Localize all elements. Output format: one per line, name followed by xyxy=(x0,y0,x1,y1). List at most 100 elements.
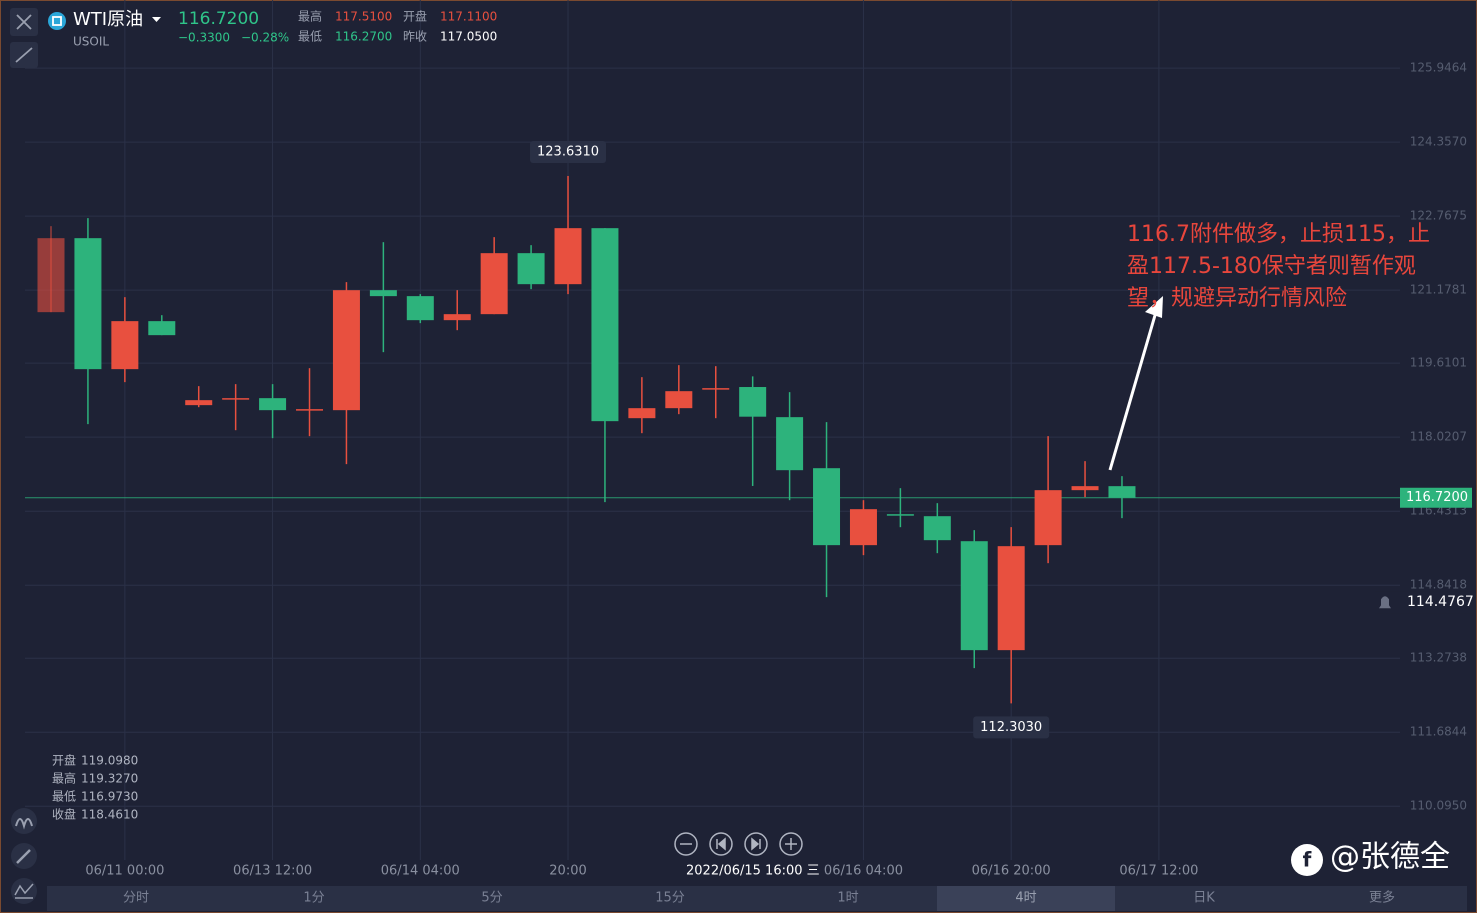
candle-body xyxy=(591,228,619,422)
candle-body xyxy=(997,546,1025,651)
readout-label: 开盘 xyxy=(52,753,76,768)
y-tick-label: 125.9464 xyxy=(1410,61,1467,75)
candle-body xyxy=(1108,486,1136,498)
candle-body xyxy=(259,398,287,411)
jump-start[interactable] xyxy=(709,832,733,856)
low-callout-box xyxy=(973,716,1050,739)
candle-body xyxy=(702,388,730,390)
crosshair-label: 2022/06/15 16:00 三 xyxy=(686,864,820,879)
watermark-logo xyxy=(1291,844,1323,876)
watermark-logo-text: f xyxy=(1303,848,1312,872)
candle-body xyxy=(332,290,360,411)
candle-body xyxy=(960,541,988,651)
y-tick-label: 121.1781 xyxy=(1410,283,1467,297)
readout-label: 最高 xyxy=(52,771,76,786)
tab[interactable]: 更多 xyxy=(1369,890,1395,906)
x-tick-label: 06/11 00:00 xyxy=(85,864,164,879)
jump-end-icon xyxy=(751,837,761,851)
tab-active-bg xyxy=(937,886,1115,911)
candle-body xyxy=(480,253,508,315)
alert-tag xyxy=(1375,591,1473,614)
stat-label: 开盘 xyxy=(403,9,427,24)
symbol-icon xyxy=(48,12,66,30)
x-tick-label: 06/17 12:00 xyxy=(1119,864,1198,879)
indicator-icon xyxy=(14,883,34,899)
annotation: 望，规避异动行情风险 xyxy=(1127,286,1347,311)
candle-body xyxy=(1071,486,1099,491)
y-tick-label: 111.6844 xyxy=(1410,725,1467,739)
candle-body xyxy=(443,314,471,321)
y-tick-label: 110.0950 xyxy=(1410,799,1467,813)
candle-body xyxy=(1034,490,1062,546)
candle-body xyxy=(849,509,877,546)
zoom-in[interactable] xyxy=(779,832,803,856)
candle-body xyxy=(74,238,102,370)
stat-label: 最高 xyxy=(298,9,322,24)
overlay: WTI原油 USOIL 116.7200 −0.3300 −0.28% 最高 11… xyxy=(10,8,1474,911)
shrink-icon xyxy=(15,47,33,63)
tab-bar xyxy=(47,886,1467,911)
watermark: @张德全 xyxy=(1330,840,1450,875)
marks xyxy=(25,175,1400,704)
readout-value: 119.3270 xyxy=(81,772,138,786)
x-tick-label: 06/13 12:00 xyxy=(233,864,312,879)
candle-body xyxy=(406,296,434,321)
tab[interactable]: 1分 xyxy=(303,891,324,906)
candle-body xyxy=(517,253,545,285)
y-tick-label: 124.3570 xyxy=(1410,135,1467,149)
tab[interactable]: 5分 xyxy=(481,891,502,906)
dropdown-arrow[interactable] xyxy=(152,17,161,22)
candle-body xyxy=(296,409,324,411)
annotation-arrow xyxy=(1108,304,1160,471)
candle-body xyxy=(665,391,693,409)
tool-button[interactable] xyxy=(11,808,37,834)
stat-value: 116.2700 xyxy=(335,30,392,44)
candle-body xyxy=(148,321,176,336)
y-tick-label: 118.0207 xyxy=(1410,430,1467,444)
stat-label: 最低 xyxy=(298,30,322,44)
tab[interactable]: 1时 xyxy=(837,891,858,906)
high-callout: 123.6310 xyxy=(537,144,599,159)
tab[interactable]: 日K xyxy=(1193,891,1215,906)
alert-bell xyxy=(1379,596,1391,609)
y-tick-label: 122.7675 xyxy=(1410,209,1467,223)
annotation-arrowhead xyxy=(1145,296,1163,318)
x-tick-label: 06/14 04:00 xyxy=(381,864,460,879)
x-tick-label: 06/16 04:00 xyxy=(824,864,903,879)
tab[interactable]: 15分 xyxy=(655,891,685,906)
candle-body xyxy=(111,321,139,370)
low-callout: 112.3030 xyxy=(980,720,1042,735)
jump-end[interactable] xyxy=(744,832,768,856)
symbol-code: USOIL xyxy=(73,35,109,49)
candle-body xyxy=(886,514,914,516)
draw-icon xyxy=(16,849,31,864)
stat-value: 117.0500 xyxy=(440,30,497,44)
annotation: 116.7附件做多，止损115，止 xyxy=(1127,222,1430,247)
candle-body xyxy=(776,417,804,471)
y-tick-label: 114.8418 xyxy=(1410,578,1467,592)
symbol-name[interactable]: WTI原油 xyxy=(73,9,143,30)
zoom-out[interactable] xyxy=(674,832,698,856)
candle-body xyxy=(813,468,841,546)
candle-body xyxy=(222,398,250,400)
price-tag xyxy=(1400,487,1472,508)
readout-value: 118.4610 xyxy=(81,808,138,822)
price: 116.7200 xyxy=(178,9,259,29)
stat-label: 昨收 xyxy=(403,30,427,44)
candle-body xyxy=(369,290,397,297)
tool-icon xyxy=(15,818,33,830)
tab[interactable]: 分时 xyxy=(123,891,149,906)
annotation: 盈117.5-180保守者则暂作观 xyxy=(1127,254,1416,279)
y-tick-label: 119.6101 xyxy=(1410,356,1467,370)
readout-label: 收盘 xyxy=(52,807,76,822)
stat-value: 117.5100 xyxy=(335,10,392,24)
close-icon xyxy=(16,14,32,30)
crosshair-box xyxy=(680,860,820,882)
tab[interactable]: 4时 xyxy=(1015,891,1036,906)
readout-value: 119.0980 xyxy=(81,754,138,768)
x-tick-label: 20:00 xyxy=(549,864,586,879)
candle-body xyxy=(923,516,951,541)
price-tag-label: 116.7200 xyxy=(1406,490,1468,505)
